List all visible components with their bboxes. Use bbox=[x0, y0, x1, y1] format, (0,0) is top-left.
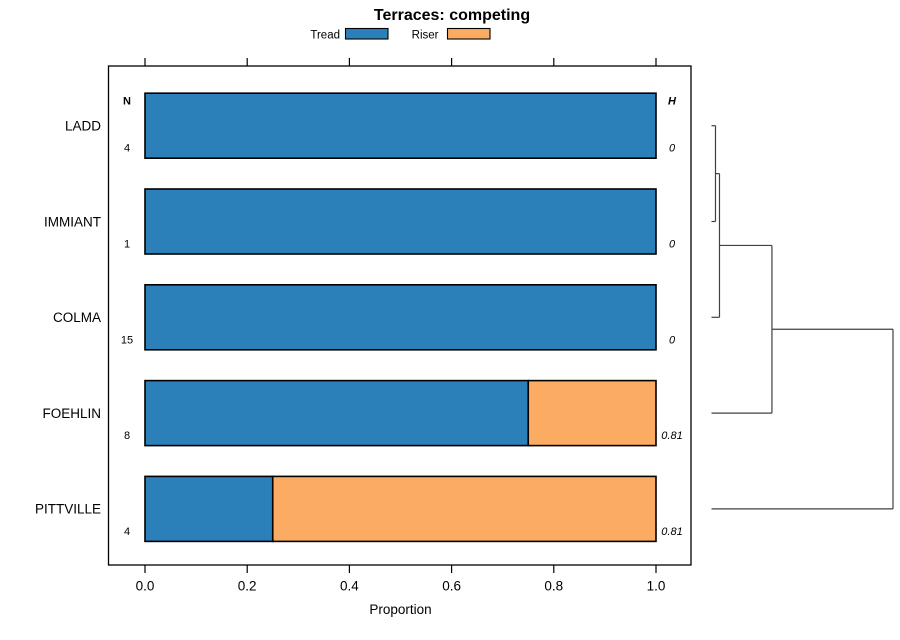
category-label: IMMIANT bbox=[44, 214, 101, 229]
n-value: 1 bbox=[124, 239, 130, 251]
n-value: 15 bbox=[121, 334, 133, 346]
h-value: 0 bbox=[669, 143, 676, 155]
category-label: FOEHLIN bbox=[42, 406, 101, 421]
plot-border bbox=[107, 65, 692, 566]
bar-segment-tread bbox=[144, 188, 657, 255]
x-tick-label: 1.0 bbox=[647, 579, 666, 594]
bar-segment-riser bbox=[527, 379, 657, 447]
legend-swatch-tread bbox=[344, 27, 389, 40]
x-tick-label: 0.2 bbox=[238, 579, 257, 594]
category-label: LADD bbox=[65, 119, 101, 134]
x-axis-title: Proportion bbox=[369, 602, 431, 617]
h-column-header: H bbox=[668, 96, 677, 108]
x-tick-label: 0.6 bbox=[442, 579, 461, 594]
n-value: 8 bbox=[124, 430, 130, 442]
h-value: 0.81 bbox=[661, 430, 682, 442]
x-tick-label: 0.4 bbox=[340, 579, 359, 594]
legend-swatch-riser bbox=[446, 27, 491, 40]
bar-segment-tread bbox=[144, 92, 657, 159]
n-value: 4 bbox=[124, 143, 130, 155]
legend-label: Riser bbox=[412, 30, 439, 42]
bar-segment-tread bbox=[144, 379, 530, 447]
legend-label: Tread bbox=[310, 30, 340, 42]
h-value: 0.81 bbox=[661, 526, 682, 538]
n-value: 4 bbox=[124, 526, 130, 538]
category-label: PITTVILLE bbox=[35, 502, 101, 517]
chart-title: Terraces: competing bbox=[374, 7, 530, 24]
bar-segment-tread bbox=[144, 283, 657, 351]
category-label: COLMA bbox=[53, 310, 101, 325]
x-tick-label: 0.8 bbox=[544, 579, 563, 594]
h-value: 0 bbox=[669, 239, 676, 251]
n-column-header: N bbox=[123, 96, 131, 108]
bar-segment-riser bbox=[271, 475, 657, 543]
bar-segment-tread bbox=[144, 475, 274, 543]
x-tick-label: 0.0 bbox=[136, 579, 155, 594]
h-value: 0 bbox=[669, 334, 676, 346]
